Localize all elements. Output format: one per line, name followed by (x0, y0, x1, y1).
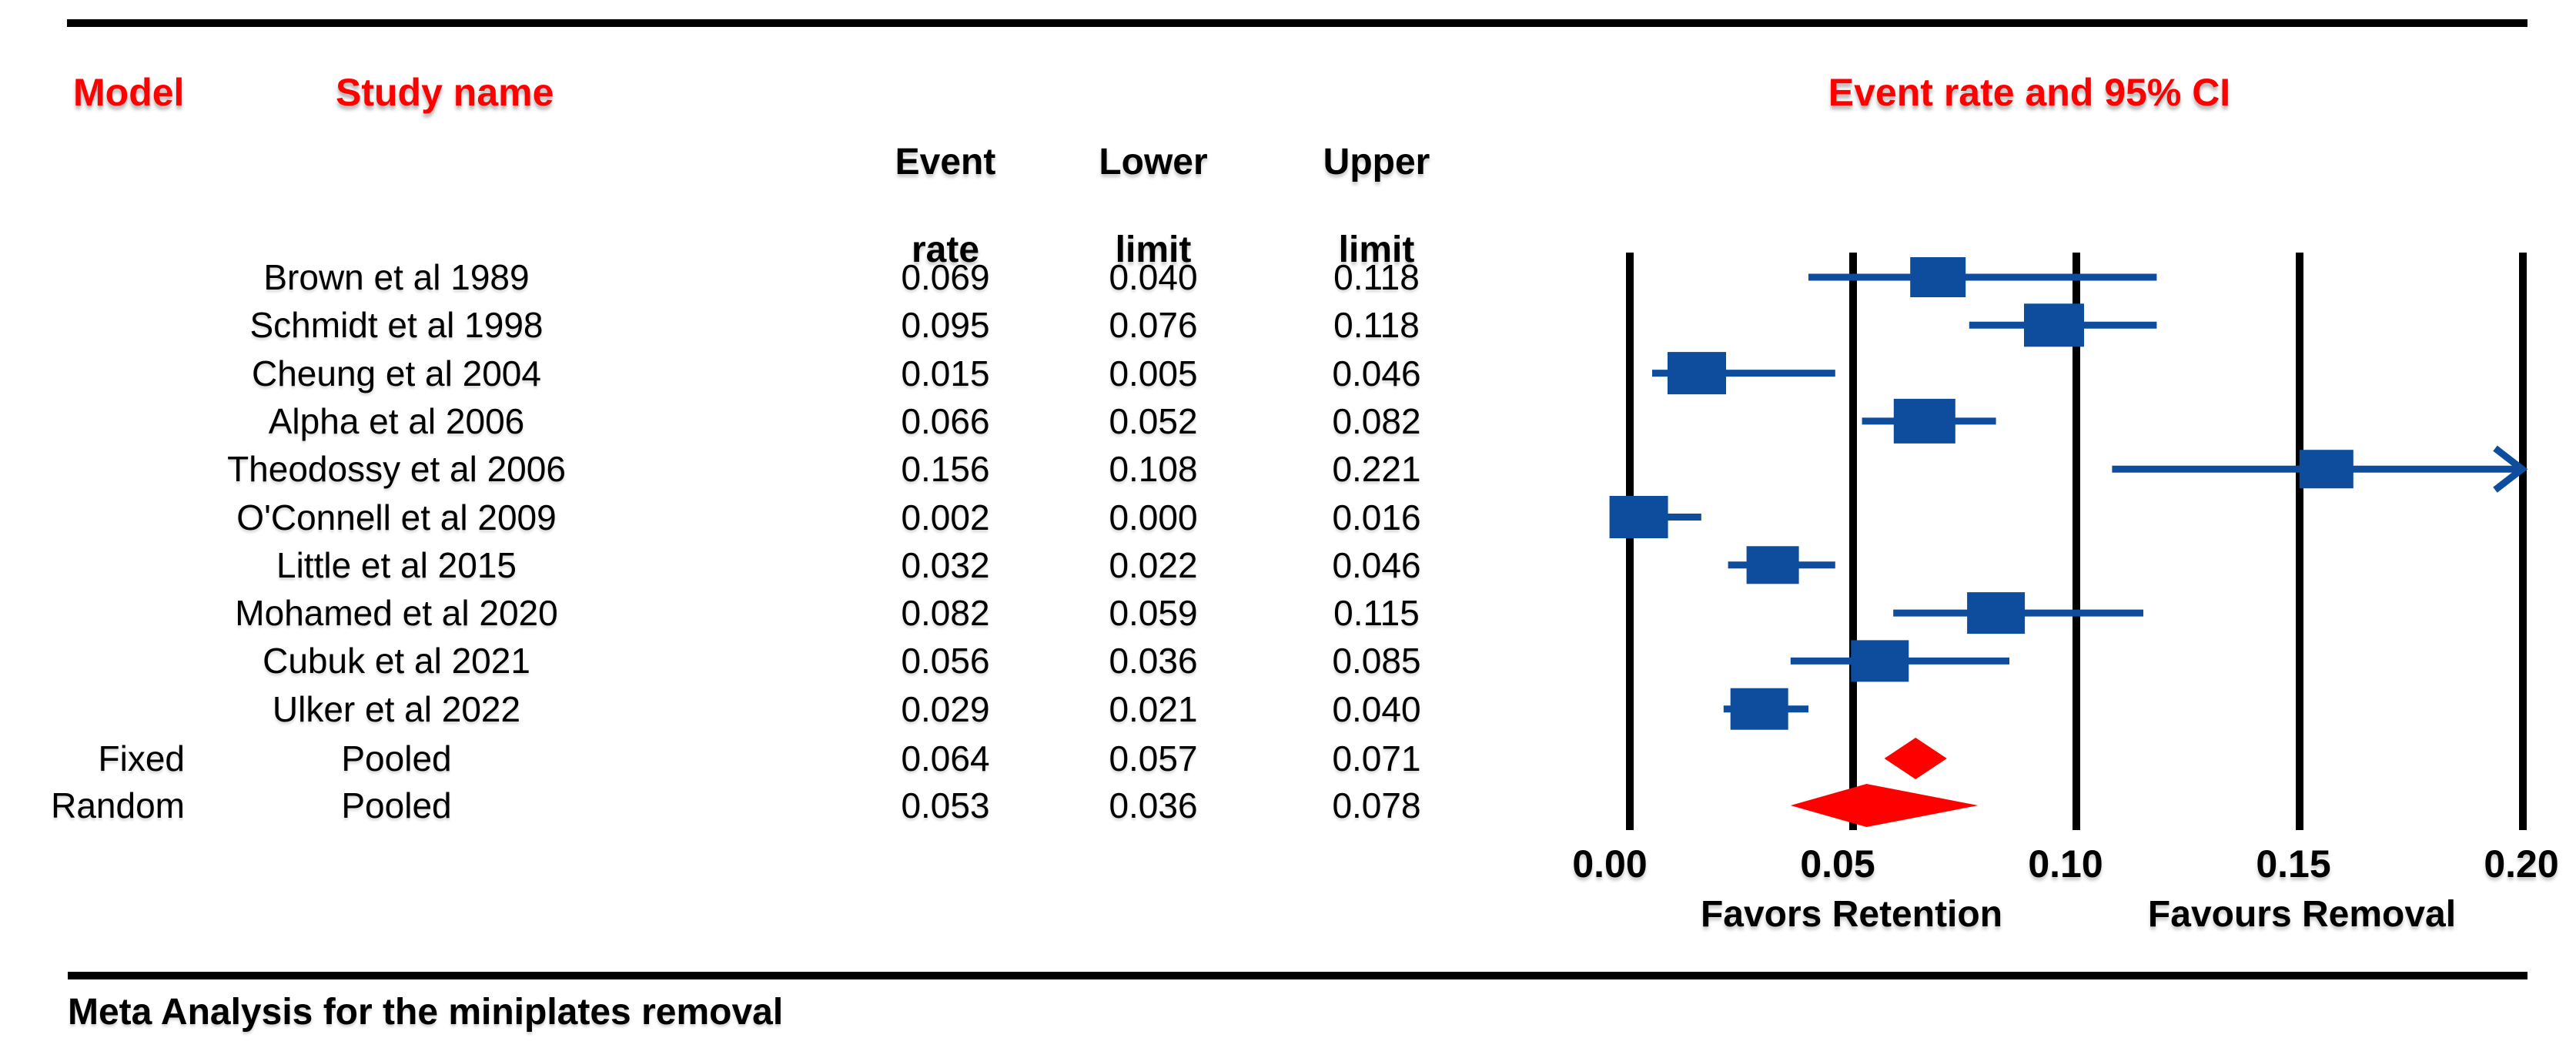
upper-limit-cell: 0.221 (1332, 449, 1421, 489)
lower-limit-header-line2: limit (1115, 229, 1192, 270)
event-rate-cell: 0.095 (901, 305, 990, 345)
upper-limit-cell: 0.040 (1332, 689, 1421, 729)
event-rate-cell: 0.066 (901, 401, 990, 441)
event-rate-cell: 0.156 (901, 449, 990, 489)
study-name-cell: Cubuk et al 2021 (263, 641, 530, 681)
fixed-pooled-diamond (1884, 738, 1947, 779)
event-rate-cell: 0.029 (901, 689, 990, 729)
study-weight-square (1967, 592, 2026, 634)
study-weight-square (1746, 546, 1799, 584)
study-weight-square (1851, 640, 1909, 682)
lower-limit-cell: 0.036 (1109, 785, 1198, 825)
event-rate-cell: 0.015 (901, 353, 990, 393)
bottom-rule (68, 972, 2527, 979)
study-name-cell: Alpha et al 2006 (268, 401, 525, 441)
upper-limit-cell: 0.118 (1333, 305, 1420, 345)
upper-limit-header-line1: Upper (1323, 142, 1430, 182)
table-row: Alpha et al 2006 0.066 0.052 0.082 (0, 397, 1578, 445)
table-row: Theodossy et al 2006 0.156 0.108 0.221 (0, 445, 1578, 493)
study-weight-square (2299, 450, 2354, 489)
table-row: Schmidt et al 1998 0.095 0.076 0.118 (0, 301, 1578, 349)
upper-limit-cell: 0.046 (1332, 545, 1421, 585)
upper-limit-cell: 0.118 (1333, 257, 1420, 297)
upper-limit-header: Upper limit (1253, 140, 1500, 272)
lower-limit-cell: 0.021 (1109, 689, 1198, 729)
table-row: Cubuk et al 2021 0.056 0.036 0.085 (0, 637, 1578, 685)
event-rate-cell: 0.053 (901, 785, 990, 825)
event-rate-cell: 0.082 (901, 593, 990, 633)
study-name-cell: Brown et al 1989 (263, 257, 530, 297)
lower-limit-cell: 0.052 (1109, 401, 1198, 441)
upper-limit-cell: 0.016 (1332, 497, 1421, 537)
study-table: Brown et al 1989 0.069 0.040 0.118 Schmidt e… (0, 253, 1578, 829)
lower-limit-cell: 0.057 (1109, 738, 1198, 778)
lower-limit-cell: 0.005 (1109, 353, 1198, 393)
lower-limit-cell: 0.108 (1109, 449, 1198, 489)
event-rate-cell: 0.064 (901, 738, 990, 778)
upper-limit-cell: 0.115 (1333, 593, 1420, 633)
study-name-cell: Little et al 2015 (276, 545, 517, 585)
favours-removal-label: Favours Removal (2147, 894, 2457, 935)
lower-limit-header: Lower limit (1030, 140, 1276, 272)
table-row: Ulker et al 2022 0.029 0.021 0.040 (0, 685, 1578, 733)
upper-limit-cell: 0.078 (1332, 785, 1421, 825)
event-rate-header-line2: rate (911, 229, 980, 270)
table-row: Cheung et al 2004 0.015 0.005 0.046 (0, 350, 1578, 397)
lower-limit-cell: 0.040 (1109, 257, 1198, 297)
study-name-column-header: Study name (336, 71, 554, 114)
table-row: Mohamed et al 2020 0.082 0.059 0.115 (0, 589, 1578, 637)
lower-limit-cell: 0.076 (1109, 305, 1198, 345)
ci-panel-header: Event rate and 95% CI (1828, 71, 2231, 114)
figure-caption: Meta Analysis for the miniplates removal (68, 992, 784, 1033)
study-weight-square (1609, 496, 1668, 538)
model-label: Fixed (98, 738, 185, 778)
upper-limit-cell: 0.082 (1332, 401, 1421, 441)
favors-retention-label: Favors Retention (1700, 894, 2003, 935)
model-column-header: Model (73, 71, 185, 114)
event-rate-header: Event rate (822, 140, 1069, 272)
lower-limit-header-line1: Lower (1099, 142, 1208, 182)
table-row: Brown et al 1989 0.069 0.040 0.118 (0, 253, 1578, 301)
event-rate-cell: 0.056 (901, 641, 990, 681)
event-rate-header-line1: Event (895, 142, 996, 182)
lower-limit-cell: 0.022 (1109, 545, 1198, 585)
study-weight-square (1668, 352, 1726, 395)
study-name-cell: Mohamed et al 2020 (235, 593, 558, 633)
study-weight-square (2024, 303, 2084, 347)
event-rate-cell: 0.002 (901, 497, 990, 537)
study-weight-square (1893, 398, 1955, 444)
study-name-cell: O'Connell et al 2009 (236, 497, 557, 537)
upper-limit-cell: 0.085 (1332, 641, 1421, 681)
table-row: Random Pooled 0.053 0.036 0.078 (0, 782, 1578, 829)
table-row: Little et al 2015 0.032 0.022 0.046 (0, 541, 1578, 589)
event-rate-cell: 0.069 (901, 257, 990, 297)
study-name-cell: Theodossy et al 2006 (227, 449, 566, 489)
upper-limit-cell: 0.071 (1332, 738, 1421, 778)
event-rate-cell: 0.032 (901, 545, 990, 585)
study-name-cell: Cheung et al 2004 (252, 353, 541, 393)
upper-limit-header-line2: limit (1338, 229, 1415, 270)
study-name-cell: Pooled (341, 738, 452, 778)
study-name-cell: Schmidt et al 1998 (249, 305, 544, 345)
lower-limit-cell: 0.059 (1109, 593, 1198, 633)
study-weight-square (1730, 688, 1788, 730)
study-name-cell: Ulker et al 2022 (272, 689, 521, 729)
study-name-cell: Pooled (341, 785, 452, 825)
upper-limit-cell: 0.046 (1332, 353, 1421, 393)
ci-arrow-right (2493, 445, 2528, 493)
study-weight-square (1910, 257, 1966, 297)
table-row: O'Connell et al 2009 0.002 0.000 0.016 (0, 494, 1578, 541)
lower-limit-cell: 0.036 (1109, 641, 1198, 681)
top-rule (67, 19, 2527, 27)
random-pooled-diamond (1790, 784, 1979, 827)
table-row: Fixed Pooled 0.064 0.057 0.071 (0, 735, 1578, 782)
lower-limit-cell: 0.000 (1109, 497, 1198, 537)
model-label: Random (51, 785, 185, 825)
